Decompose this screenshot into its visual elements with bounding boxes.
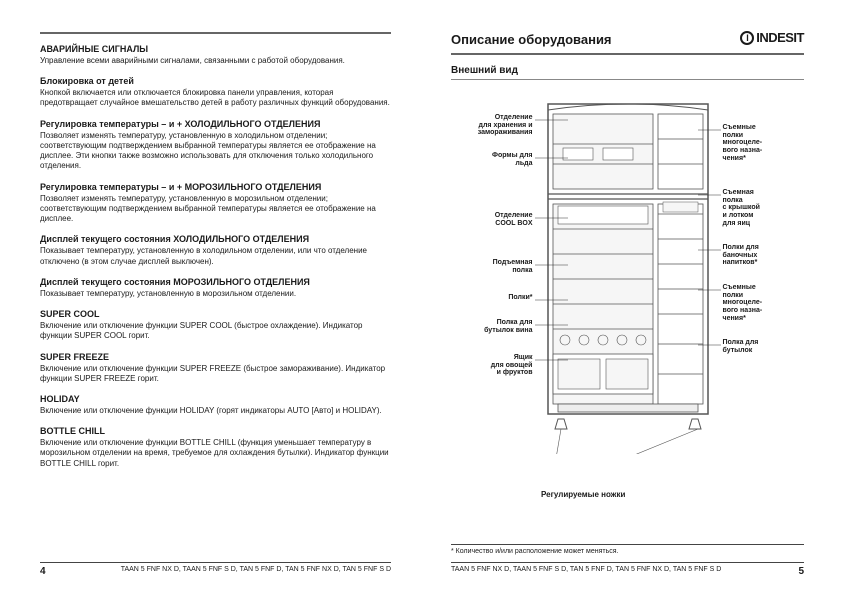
section-heading: BOTTLE CHILL (40, 426, 391, 436)
footnote: * Количество и/или расположение может ме… (451, 544, 804, 555)
page-left: АВАРИЙНЫЕ СИГНАЛЫ Управление всеми авари… (0, 0, 421, 595)
alerts-intro: Управление всеми аварийными сигналами, с… (40, 56, 391, 66)
callout-label: Съемная полка с крышкой и лотком для яиц (723, 189, 803, 227)
callout-label: Ящик для овощей и фруктов (453, 354, 533, 377)
footer-right: TAAN 5 FNF NX D, TAAN 5 FNF S D, TAN 5 F… (451, 562, 804, 577)
section-heading: SUPER FREEZE (40, 352, 391, 362)
callout-label: Подъемная полка (453, 259, 533, 274)
section-body: Позволяет изменять температуру, установл… (40, 194, 391, 225)
brand-icon: I (740, 31, 754, 45)
subtitle: Внешний вид (451, 65, 804, 80)
callout-label: Отделение COOL BOX (453, 212, 533, 227)
footnote-block: * Количество и/или расположение может ме… (451, 540, 804, 555)
callout-label: Полка для бутылок вина (453, 319, 533, 334)
section-body: Включение или отключение функции HOLIDAY… (40, 406, 391, 416)
section-heading: HOLIDAY (40, 394, 391, 404)
section-body: Показывает температуру, установленную в … (40, 289, 391, 299)
alerts-heading: АВАРИЙНЫЕ СИГНАЛЫ (40, 44, 391, 54)
feet-label: Регулируемые ножки (541, 490, 804, 499)
footer-left: 4 TAAN 5 FNF NX D, TAAN 5 FNF S D, TAN 5… (40, 562, 391, 577)
callout-label: Полки* (453, 294, 533, 302)
section-body: Показывает температуру, установленную в … (40, 246, 391, 266)
section-heading: Дисплей текущего состояния ХОЛОДИЛЬНОГО … (40, 234, 391, 244)
page-number: 5 (798, 566, 804, 577)
sections-container: Блокировка от детей Кнопкой включается ил… (40, 76, 391, 469)
callout-label: Формы для льда (453, 152, 533, 167)
equipment-title: Описание оборудования (451, 32, 612, 47)
models-list: TAAN 5 FNF NX D, TAAN 5 FNF S D, TAN 5 F… (121, 566, 391, 577)
section-body: Включение или отключение функции BOTTLE … (40, 438, 391, 469)
section-heading: Блокировка от детей (40, 76, 391, 86)
section-heading: SUPER COOL (40, 309, 391, 319)
callout-label: Полки для баночных напитков* (723, 244, 803, 267)
page-number: 4 (40, 566, 46, 577)
right-header: Описание оборудования I INDESIT (451, 32, 804, 55)
section-body: Позволяет изменять температуру, установл… (40, 131, 391, 172)
section-body: Кнопкой включается или отключается блоки… (40, 88, 391, 108)
section-body: Включение или отключение функции SUPER F… (40, 364, 391, 384)
section-heading: Регулировка температуры – и + ХОЛОДИЛЬНО… (40, 119, 391, 129)
divider (40, 32, 391, 34)
callout-label: Отделение для хранения и замораживания (453, 114, 533, 137)
section-heading: Дисплей текущего состояния МОРОЗИЛЬНОГО … (40, 277, 391, 287)
fridge-diagram: Отделение для хранения и замораживания Фо… (453, 94, 803, 484)
callout-label: Полка для бутылок (723, 339, 803, 354)
section-heading: Регулировка температуры – и + МОРОЗИЛЬНО… (40, 182, 391, 192)
page-right: Описание оборудования I INDESIT Внешний … (421, 0, 842, 595)
brand-logo: I INDESIT (740, 30, 804, 45)
models-list: TAAN 5 FNF NX D, TAAN 5 FNF S D, TAN 5 F… (451, 566, 721, 577)
callout-label: Съемные полки многоцеле- вого назна- чен… (723, 284, 803, 322)
brand-text: INDESIT (756, 30, 804, 45)
section-body: Включение или отключение функции SUPER C… (40, 321, 391, 341)
callout-label: Съемные полки многоцеле- вого назна- чен… (723, 124, 803, 162)
